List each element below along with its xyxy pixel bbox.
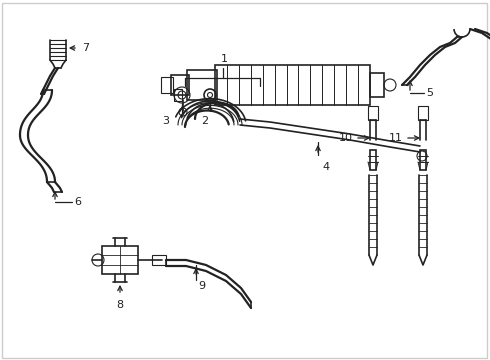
Text: 3: 3 <box>163 116 170 126</box>
Bar <box>215 65 370 105</box>
Bar <box>161 77 173 93</box>
Text: 11: 11 <box>389 133 403 143</box>
Text: 9: 9 <box>198 281 205 291</box>
Bar <box>370 73 384 97</box>
Bar <box>171 75 189 95</box>
Bar <box>102 246 138 274</box>
Text: 2: 2 <box>201 116 209 126</box>
Bar <box>187 70 217 100</box>
Text: 6: 6 <box>74 197 81 207</box>
Text: 8: 8 <box>117 300 123 310</box>
Bar <box>418 106 428 120</box>
Text: 4: 4 <box>322 162 329 172</box>
Bar <box>420 150 426 170</box>
Text: 1: 1 <box>221 54 228 64</box>
Bar <box>152 255 166 265</box>
Bar <box>370 150 376 170</box>
Text: 5: 5 <box>426 88 433 98</box>
Text: 10: 10 <box>339 133 353 143</box>
Bar <box>368 106 378 120</box>
Bar <box>174 89 182 101</box>
Text: 7: 7 <box>82 43 89 53</box>
